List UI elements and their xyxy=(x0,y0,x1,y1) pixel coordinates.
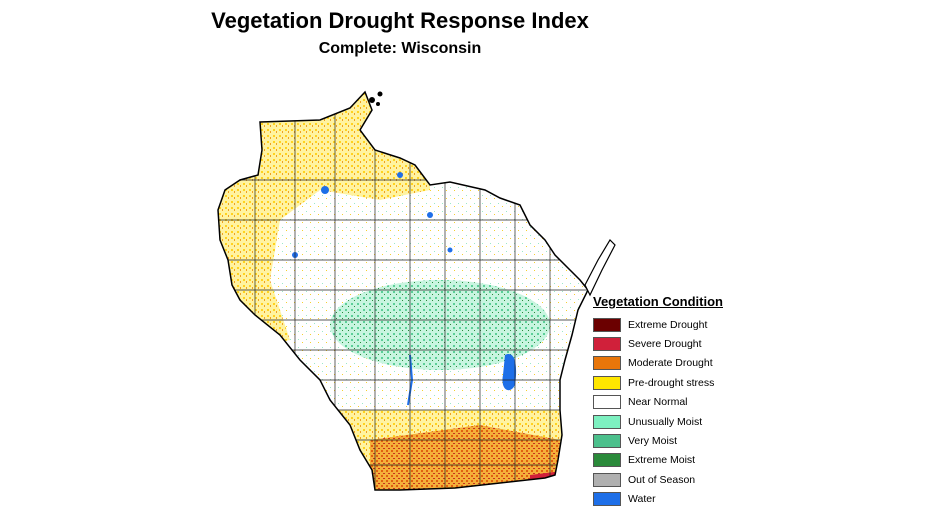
map-subtitle: Complete: Wisconsin xyxy=(318,40,482,57)
legend-title: Vegetation Condition xyxy=(593,294,723,309)
legend-label: Out of Season xyxy=(628,473,696,486)
map-title: Vegetation Drought Response Index xyxy=(211,8,589,33)
legend-item: Unusually Moist xyxy=(593,412,753,431)
legend-item: Extreme Drought xyxy=(593,315,753,334)
legend-swatch xyxy=(593,434,621,449)
legend-swatch xyxy=(593,472,621,487)
legend-label: Extreme Drought xyxy=(628,318,708,331)
legend-item: Moderate Drought xyxy=(593,354,753,373)
legend-label: Severe Drought xyxy=(628,338,702,351)
map-legend: Vegetation Condition Extreme Drought Sev… xyxy=(593,294,753,509)
legend-label: Very Moist xyxy=(628,435,678,448)
legend-label: Near Normal xyxy=(628,396,688,409)
legend-swatch xyxy=(593,492,621,507)
legend-swatch xyxy=(593,395,621,410)
legend-item: Pre-drought stress xyxy=(593,373,753,392)
legend-item: Out of Season xyxy=(593,470,753,489)
wisconsin-drought-map xyxy=(217,90,616,491)
legend-label: Moderate Drought xyxy=(628,357,713,370)
legend-item: Very Moist xyxy=(593,431,753,450)
legend-item: Water xyxy=(593,490,753,509)
legend-swatch xyxy=(593,375,621,390)
legend-item: Near Normal xyxy=(593,393,753,412)
legend-label: Unusually Moist xyxy=(628,415,703,428)
legend-label: Extreme Moist xyxy=(628,454,696,467)
legend-swatch xyxy=(593,317,621,332)
legend-item: Severe Drought xyxy=(593,334,753,353)
legend-label: Water xyxy=(628,493,656,506)
legend-swatch xyxy=(593,356,621,371)
legend-item: Extreme Moist xyxy=(593,451,753,470)
legend-swatch xyxy=(593,337,621,352)
legend-swatch xyxy=(593,453,621,468)
legend-label: Pre-drought stress xyxy=(628,376,715,389)
legend-swatch xyxy=(593,414,621,429)
